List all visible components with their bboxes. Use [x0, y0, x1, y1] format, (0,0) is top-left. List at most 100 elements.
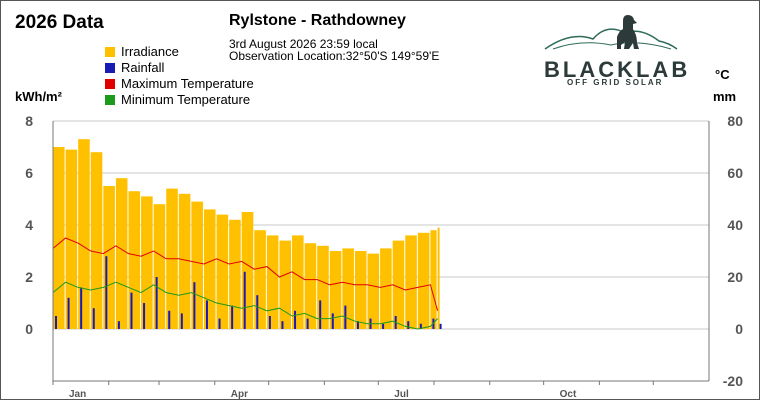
rainfall-bar	[382, 323, 385, 329]
left-tick-label: 2	[25, 269, 33, 285]
month-label: Jul	[394, 389, 409, 399]
max-temperature-line	[52, 237, 439, 311]
rainfall-bar	[92, 308, 95, 329]
legend-item-irradiance: Irradiance	[105, 44, 254, 60]
irradiance-bar	[342, 248, 354, 329]
irradiance-bar	[78, 139, 90, 329]
observation-location: Observation Location:32°50'S 149°59'E	[229, 49, 440, 63]
irradiance-bar	[367, 253, 380, 329]
rainfall-bar	[419, 323, 422, 329]
rainfall-bar	[80, 287, 83, 329]
rainfall-bar	[243, 271, 246, 329]
rainfall-bar	[281, 321, 284, 329]
legend-label-min-temp: Minimum Temperature	[121, 92, 251, 107]
irradiance-bar	[203, 209, 216, 329]
irradiance-bar	[405, 235, 417, 329]
rainfall-bar	[155, 277, 158, 329]
min-temp-swatch	[105, 95, 115, 105]
blacklab-logo	[544, 15, 678, 50]
rainfall-bar	[55, 316, 57, 329]
irradiance-bar	[128, 191, 141, 329]
irradiance-bar	[279, 240, 292, 329]
rainfall-bar	[130, 292, 133, 329]
rainfall-bar	[256, 295, 259, 329]
chart-title: Rylstone - Rathdowney	[229, 12, 406, 29]
legend-label-max-temp: Maximum Temperature	[121, 76, 254, 91]
month-label: Jan	[69, 389, 86, 399]
rainfall-bar	[268, 316, 271, 329]
rainfall-bar	[356, 321, 359, 329]
right-tick-label: 80	[727, 113, 743, 129]
rainfall-bar	[143, 303, 146, 329]
logo-wordmark: BLACKLAB	[544, 57, 691, 82]
irradiance-bars	[53, 139, 440, 329]
irradiance-bar	[53, 147, 65, 329]
irradiance-bar	[229, 219, 241, 329]
month-label: Apr	[231, 389, 248, 399]
month-label: Oct	[560, 389, 577, 399]
rainfall-bar	[193, 282, 196, 329]
irradiance-bar	[141, 196, 153, 329]
irradiance-bar	[216, 214, 229, 329]
left-tick-label: 0	[25, 321, 33, 337]
left-tick-label: 8	[25, 113, 33, 129]
rainfall-bar	[331, 313, 334, 329]
right-tick-label: 20	[727, 269, 743, 285]
rainfall-bar	[294, 310, 297, 329]
legend-item-min-temp: Minimum Temperature	[105, 92, 254, 108]
irradiance-bar	[191, 201, 203, 329]
legend: Irradiance Rainfall Maximum Temperature …	[105, 44, 254, 108]
irradiance-bar	[266, 235, 279, 329]
irradiance-bar	[292, 235, 304, 329]
right-axis-unit-rainfall: mm	[713, 89, 737, 104]
irradiance-bar	[430, 230, 437, 329]
year-title: 2026 Data	[15, 12, 104, 33]
irradiance-bar	[65, 149, 78, 329]
x-axis-ticks: Jan Apr Jul Oct	[52, 381, 654, 399]
left-tick-label: 6	[25, 165, 33, 181]
irradiance-bar	[304, 243, 317, 329]
right-axis-ticks: -20 0 20 40 60 80	[723, 113, 743, 389]
legend-item-rainfall: Rainfall	[105, 60, 254, 76]
rainfall-bar	[117, 321, 120, 329]
max-temp-swatch	[105, 79, 115, 89]
irradiance-swatch	[105, 47, 115, 57]
rainfall-bar	[67, 297, 70, 329]
irradiance-bar	[329, 251, 342, 329]
irradiance-bar	[380, 248, 392, 329]
right-tick-label: 0	[735, 321, 743, 337]
rainfall-bar	[319, 300, 322, 329]
rainfall-bar	[231, 305, 234, 329]
irradiance-bar	[115, 178, 128, 329]
right-tick-label: -20	[723, 373, 743, 389]
min-temperature-line	[52, 281, 438, 330]
irradiance-bar	[437, 227, 440, 329]
left-axis-ticks: 0 2 4 6 8	[25, 113, 33, 337]
irradiance-bar	[317, 245, 329, 329]
rainfall-bar	[306, 318, 309, 329]
logo-tagline: OFF GRID SOLAR	[567, 78, 664, 87]
irradiance-bar	[178, 193, 191, 329]
irradiance-bar	[417, 232, 430, 329]
legend-item-max-temp: Maximum Temperature	[105, 76, 254, 92]
rainfall-bar	[180, 313, 183, 329]
left-axis-unit: kWh/m²	[15, 89, 62, 104]
irradiance-bar	[354, 251, 367, 329]
legend-label-rainfall: Rainfall	[121, 60, 165, 75]
rainfall-bar	[407, 321, 410, 329]
left-tick-label: 4	[25, 217, 33, 233]
rainfall-bar	[205, 300, 208, 329]
irradiance-bar	[90, 152, 103, 329]
irradiance-bar	[254, 230, 266, 329]
irradiance-bar	[153, 204, 166, 329]
rainfall-bar	[439, 323, 442, 329]
rainfall-bar	[168, 310, 171, 329]
rainfall-swatch	[105, 63, 115, 73]
right-axis-unit-temperature: °C	[715, 67, 730, 82]
irradiance-bar	[103, 186, 115, 329]
legend-label-irradiance: Irradiance	[121, 44, 179, 59]
rainfall-bar	[105, 256, 108, 329]
observation-date: 3rd August 2026 23:59 local	[229, 37, 378, 51]
